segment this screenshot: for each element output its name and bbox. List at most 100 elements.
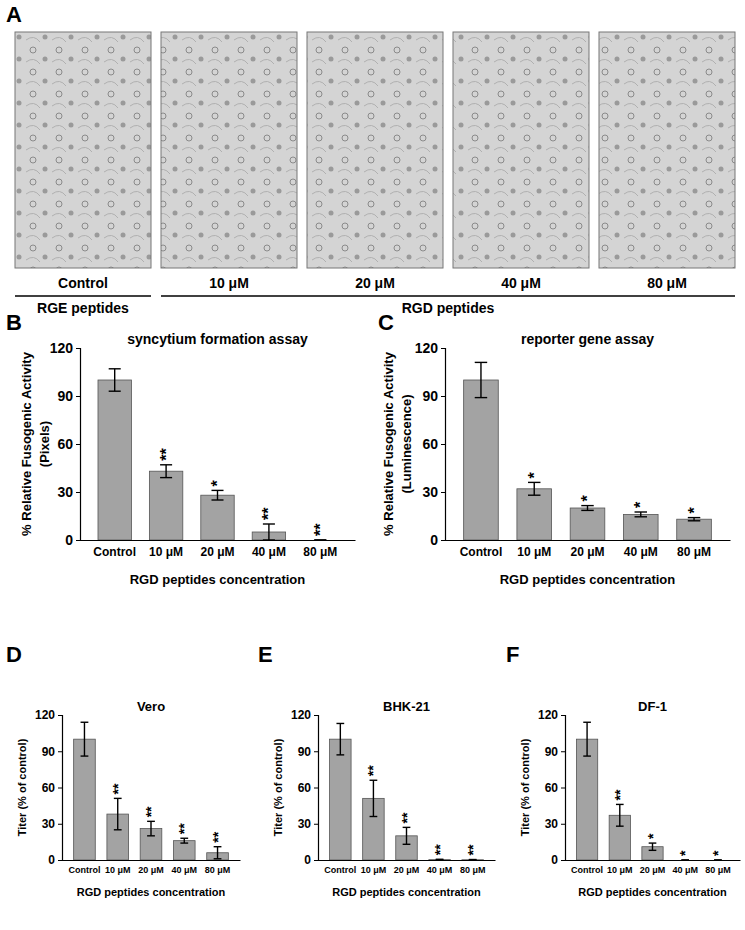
plot-area <box>330 723 484 860</box>
x-tick: Control <box>68 860 100 875</box>
y-tick-mark <box>561 788 565 789</box>
x-axis: Control10 μM20 μM40 μM80 μM <box>63 860 241 875</box>
y-tick: 60 <box>42 781 62 795</box>
y-tick-label: 90 <box>298 745 312 759</box>
x-axis-title: RGD peptides concentration <box>332 886 481 898</box>
x-tick-label: 20 μM <box>640 865 666 875</box>
chart-title: Vero <box>137 699 165 714</box>
x-tick: Control <box>460 540 503 559</box>
error-cap <box>714 859 722 860</box>
chart-title: BHK-21 <box>383 699 430 714</box>
error-bar <box>436 859 444 860</box>
error-cap <box>581 510 593 511</box>
error-cap <box>403 827 411 828</box>
bar <box>201 495 234 540</box>
group-rule <box>15 295 151 297</box>
y-tick: 30 <box>42 817 62 831</box>
y-axis: 0306090120 <box>291 708 319 867</box>
error-stem <box>406 827 407 844</box>
x-axis: Control10 μM20 μM40 μM80 μM <box>319 860 496 875</box>
x-axis-title: RGD peptides concentration <box>130 572 306 587</box>
x-tick-label: 10 μM <box>105 865 131 875</box>
y-tick-mark <box>441 444 445 445</box>
error-cap <box>336 723 344 724</box>
error-bar <box>263 524 275 540</box>
y-axis-title: (Pixels) <box>37 421 52 467</box>
bar <box>149 471 182 540</box>
y-tick-mark <box>314 788 318 789</box>
y-tick: 0 <box>65 532 80 548</box>
plot-area <box>464 362 712 540</box>
error-cap <box>469 859 477 860</box>
error-bar <box>147 821 155 836</box>
error-cap <box>180 842 188 843</box>
y-tick-label: 30 <box>57 484 73 500</box>
y-tick: 120 <box>35 708 62 722</box>
significance: ** <box>260 507 277 520</box>
bar <box>570 508 605 540</box>
x-tick-label: 10 μM <box>149 545 183 559</box>
error-cap <box>180 838 188 839</box>
x-tick-label: Control <box>93 545 136 559</box>
x-tick-label: 40 μM <box>624 545 658 559</box>
error-bar <box>583 722 591 756</box>
y-tick-label: 120 <box>291 708 311 722</box>
error-cap <box>147 835 155 836</box>
y-tick-label: 60 <box>57 436 73 452</box>
x-tick: 80 μM <box>705 860 731 875</box>
significance: ** <box>143 806 159 817</box>
y-tick-label: 120 <box>35 708 55 722</box>
y-tick-label: 60 <box>422 436 438 452</box>
significance: ** <box>432 844 448 855</box>
x-axis-line <box>63 860 241 861</box>
error-stem <box>268 524 269 540</box>
error-cap <box>528 482 540 483</box>
error-stem <box>150 821 151 836</box>
bar <box>462 859 484 860</box>
y-tick-mark <box>314 751 318 752</box>
error-bar <box>81 722 89 756</box>
x-tick-label: 40 μM <box>172 865 198 875</box>
y-tick-label: 0 <box>48 853 55 867</box>
x-tick-label: 40 μM <box>252 545 286 559</box>
y-axis-title: % Relative Fusogenic Activity <box>381 351 396 536</box>
y-tick: 60 <box>57 436 80 452</box>
error-bar <box>336 723 344 754</box>
error-cap <box>635 516 647 517</box>
y-axis: 0306090120 <box>415 340 446 548</box>
bar <box>623 514 658 540</box>
significance: ** <box>176 823 192 834</box>
y-tick-mark <box>58 715 62 716</box>
x-tick-label: 10 μM <box>517 545 551 559</box>
chart-title: DF-1 <box>638 699 667 714</box>
y-tick-mark <box>561 824 565 825</box>
error-cap <box>336 754 344 755</box>
x-tick-label: 40 μM <box>427 865 453 875</box>
y-tick-label: 0 <box>65 532 73 548</box>
y-tick-mark <box>561 751 565 752</box>
y-axis: 0 30 60 90 120 <box>35 708 63 867</box>
y-tick-label: 30 <box>545 817 559 831</box>
bar <box>576 739 597 860</box>
error-bar <box>370 780 378 816</box>
significance: ** <box>312 523 329 536</box>
panel-label: A <box>6 2 22 27</box>
x-tick-label: Control <box>460 545 503 559</box>
x-tick-label: Control <box>68 865 100 875</box>
x-tick-label: 80 μM <box>303 545 337 559</box>
error-cap <box>616 825 624 826</box>
micrograph <box>453 32 589 268</box>
significance: ** <box>399 812 415 823</box>
bar <box>173 841 195 860</box>
chart: 0306090120Control10 μM20 μM40 μM80 μM***… <box>378 310 731 587</box>
x-tick-label: 20 μM <box>394 865 420 875</box>
x-tick: 80 μM <box>205 860 231 875</box>
image-label: Control <box>58 275 108 291</box>
error-cap <box>147 821 155 822</box>
y-axis: 0306090120 <box>50 340 81 548</box>
y-tick-mark <box>561 860 565 861</box>
significance: * <box>686 507 703 514</box>
y-axis-line <box>441 349 446 541</box>
y-tick: 120 <box>415 340 445 356</box>
y-tick: 90 <box>42 745 62 759</box>
